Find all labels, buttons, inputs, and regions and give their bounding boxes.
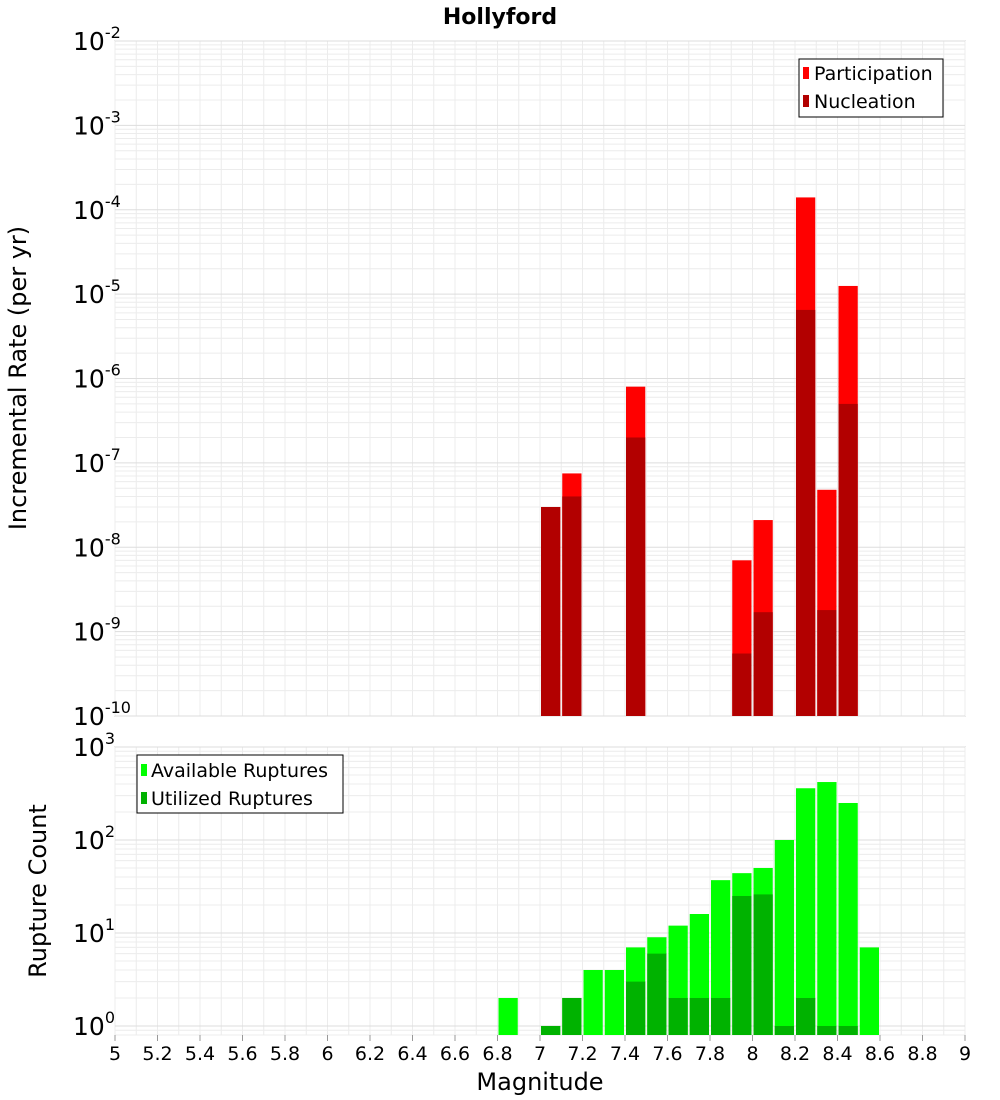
- y-tick-label: 10-9: [73, 614, 121, 647]
- x-tick-label: 7.8: [695, 1043, 725, 1065]
- y-tick-label: 100: [73, 1008, 115, 1041]
- bar-utilized-ruptures: [626, 981, 646, 1035]
- x-tick-label: 7.4: [610, 1043, 640, 1065]
- y-tick-label: 102: [73, 822, 115, 855]
- bar-utilized-ruptures: [562, 997, 582, 1035]
- y-tick-label: 10-2: [73, 23, 121, 56]
- x-tick-label: 6.8: [482, 1043, 512, 1065]
- x-tick-label: 5.6: [227, 1043, 257, 1065]
- bar-utilized-ruptures: [732, 895, 752, 1035]
- bar-nucleation: [796, 309, 816, 716]
- count-y-ticks: 100 101 102 103: [73, 729, 115, 1041]
- bar-available-ruptures: [774, 839, 794, 1035]
- bar-nucleation: [753, 612, 773, 716]
- count-legend: Available Ruptures Utilized Ruptures: [136, 754, 344, 814]
- rate-gridlines: [114, 40, 966, 717]
- x-tick-label: 6.2: [355, 1043, 385, 1065]
- x-tick-label: 5: [109, 1043, 121, 1065]
- y-tick-label: 103: [73, 729, 115, 762]
- y-tick-label: 10-6: [73, 361, 121, 394]
- bar-available-ruptures: [838, 802, 858, 1035]
- y-tick-label: 10-3: [73, 107, 121, 140]
- bar-utilized-ruptures: [711, 997, 731, 1035]
- x-tick-label: 8: [746, 1043, 758, 1065]
- magnitude-x-ticks: 5 5.2 5.4 5.6 5.8 6 6.2 6.4 6.6 6.8 7 7.2 7.4 7.6 7.8 8…: [109, 1035, 971, 1065]
- legend-label-nucleation: Nucleation: [814, 91, 916, 113]
- bar-available-ruptures: [817, 782, 837, 1035]
- x-tick-label: 6.6: [440, 1043, 470, 1065]
- legend-swatch-participation: [803, 67, 809, 79]
- x-tick-label: 5.2: [142, 1043, 172, 1065]
- y-tick-label: 10-7: [73, 445, 121, 478]
- rate-bars: [541, 197, 858, 717]
- x-tick-label: 6.4: [397, 1043, 427, 1065]
- bar-utilized-ruptures: [817, 1025, 837, 1035]
- count-y-axis-label: Rupture Count: [24, 804, 52, 978]
- bar-utilized-ruptures: [541, 1025, 561, 1035]
- bar-available-ruptures: [498, 997, 518, 1035]
- x-tick-label: 7: [534, 1043, 546, 1065]
- bar-utilized-ruptures: [753, 894, 773, 1035]
- y-tick-label: 10-10: [73, 698, 131, 731]
- y-tick-label: 10-4: [73, 192, 121, 225]
- rate-legend-box: [798, 58, 944, 118]
- x-axis-label: Magnitude: [476, 1068, 603, 1096]
- bar-utilized-ruptures: [668, 997, 688, 1035]
- bar-nucleation: [732, 653, 752, 716]
- count-bars: [498, 782, 879, 1035]
- x-tick-label: 5.4: [185, 1043, 215, 1065]
- count-legend-box: [136, 754, 344, 814]
- bar-nucleation: [562, 496, 582, 716]
- rate-legend: Participation Nucleation: [798, 58, 944, 118]
- x-tick-label: 8.6: [865, 1043, 895, 1065]
- x-tick-label: 7.2: [567, 1043, 597, 1065]
- x-tick-label: 8.4: [822, 1043, 852, 1065]
- legend-label-participation: Participation: [814, 63, 933, 85]
- bar-nucleation: [541, 506, 561, 716]
- x-tick-label: 8.2: [780, 1043, 810, 1065]
- bar-available-ruptures: [711, 880, 731, 1035]
- bar-utilized-ruptures: [689, 997, 709, 1035]
- count-gridlines: [114, 746, 966, 1036]
- legend-swatch-available: [141, 764, 147, 776]
- legend-label-utilized: Utilized Ruptures: [151, 788, 313, 810]
- legend-swatch-utilized: [141, 792, 147, 804]
- bar-available-ruptures: [859, 947, 879, 1035]
- bar-utilized-ruptures: [796, 997, 816, 1035]
- rate-panel: 10-10 10-9 10-8 10-7 10-6 10-5 10-4 10-3 10-2 In…: [4, 23, 966, 731]
- bar-available-ruptures: [583, 969, 603, 1035]
- chart-title: Hollyford: [443, 5, 557, 30]
- y-tick-label: 10-8: [73, 529, 121, 562]
- legend-label-available: Available Ruptures: [151, 760, 328, 782]
- bar-available-ruptures: [604, 969, 624, 1035]
- x-tick-label: 5.8: [270, 1043, 300, 1065]
- rate-y-axis-label: Incremental Rate (per yr): [4, 226, 32, 530]
- legend-swatch-nucleation: [803, 95, 809, 107]
- bar-utilized-ruptures: [838, 1025, 858, 1035]
- x-tick-label: 8.8: [907, 1043, 937, 1065]
- bar-utilized-ruptures: [647, 953, 667, 1035]
- bar-nucleation: [838, 403, 858, 716]
- bar-nucleation: [817, 610, 837, 716]
- bar-nucleation: [626, 437, 646, 716]
- rate-y-ticks: 10-10 10-9 10-8 10-7 10-6 10-5 10-4 10-3 10-2: [73, 23, 131, 731]
- bar-available-ruptures: [796, 788, 816, 1035]
- x-tick-label: 7.6: [652, 1043, 682, 1065]
- bar-utilized-ruptures: [774, 1025, 794, 1035]
- x-tick-label: 9: [959, 1043, 971, 1065]
- x-tick-label: 6: [321, 1043, 333, 1065]
- y-tick-label: 101: [73, 915, 115, 948]
- count-panel: 100 101 102 103 5 5.2 5.4 5.6 5.8 6 6.2 6.4 6.6 6.8 7…: [24, 729, 971, 1096]
- y-tick-label: 10-5: [73, 276, 121, 309]
